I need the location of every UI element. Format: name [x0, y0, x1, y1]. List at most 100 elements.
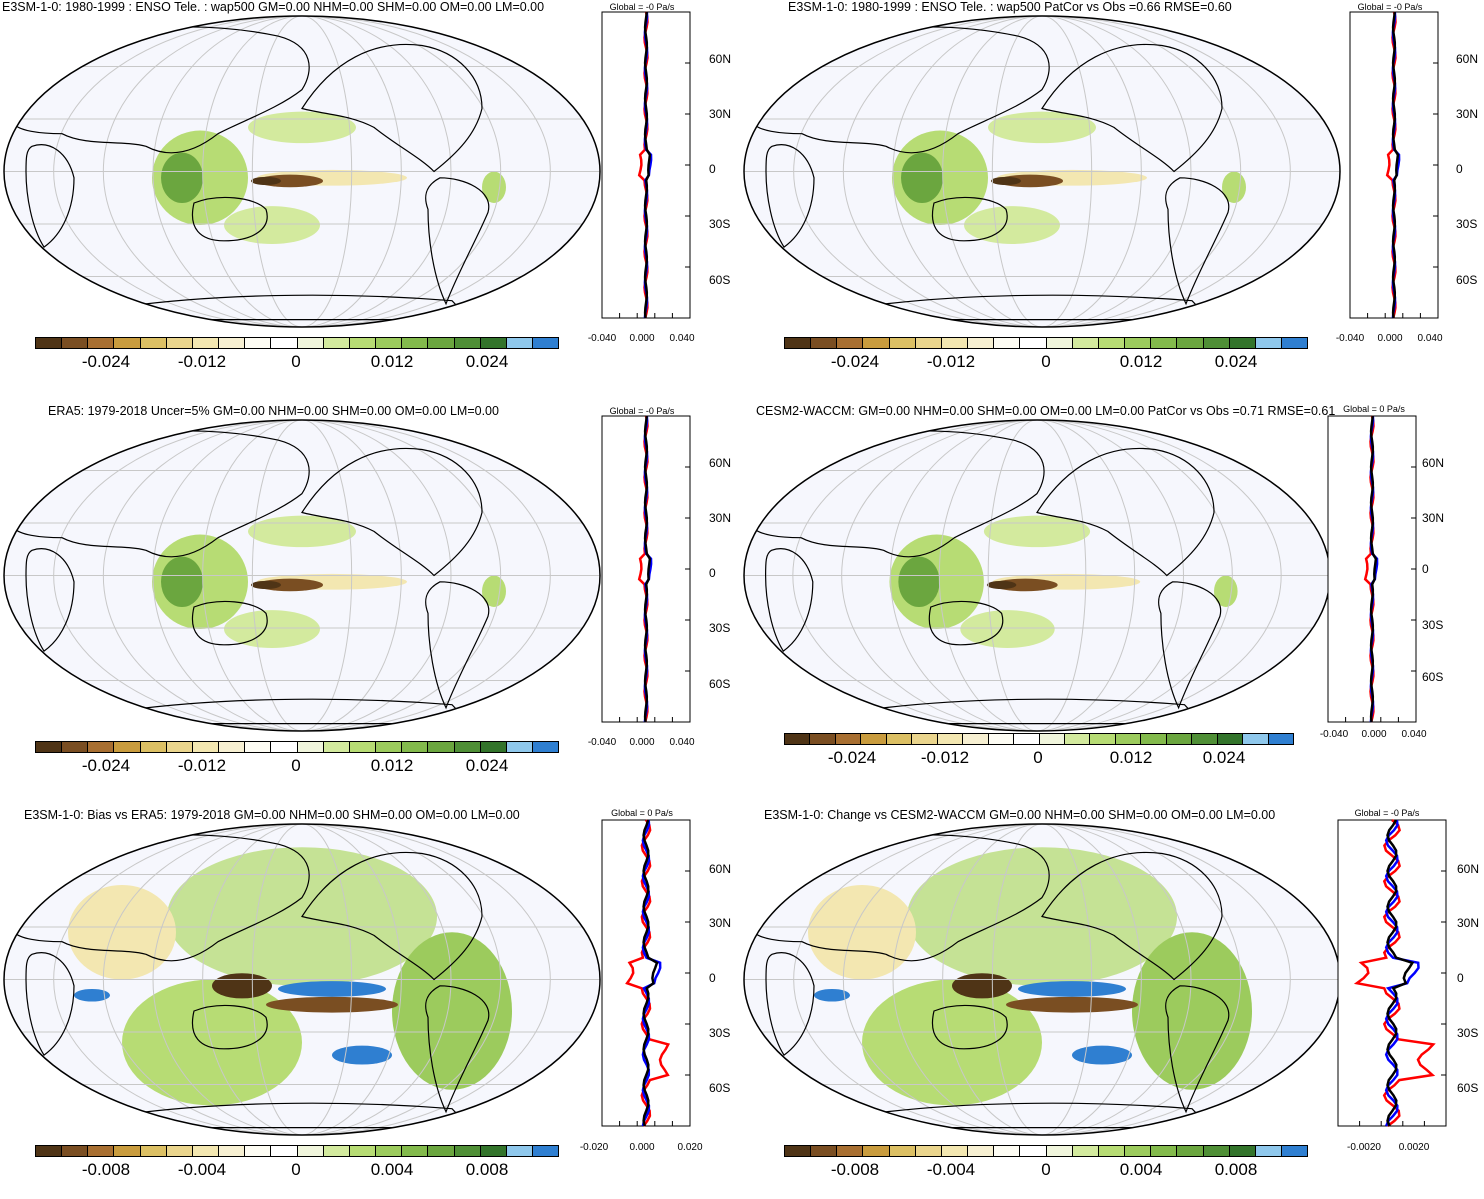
- colorbar-swatch: [323, 742, 350, 752]
- anomaly-contour: [224, 206, 320, 244]
- colorbar-swatch: [140, 338, 167, 348]
- colorbar-swatch: [1072, 338, 1099, 348]
- anomaly-contour: [392, 932, 512, 1090]
- anomaly-contour: [161, 152, 203, 203]
- lat-label: 30S: [709, 1026, 731, 1040]
- lat-label: 30S: [709, 621, 731, 635]
- longitude-gridline: [793, 824, 1291, 1135]
- global-mean-label: Global = 0 Pa/s: [611, 808, 673, 818]
- colorbar-swatch: [785, 734, 811, 744]
- longitude-gridline: [152, 824, 452, 1135]
- colorbar-swatch: [88, 338, 115, 348]
- colorbar-label: -0.024: [81, 352, 131, 371]
- anomaly-contour: [212, 973, 272, 999]
- lat-label: 30N: [709, 511, 732, 525]
- colorbar-label: 0.008: [465, 1160, 509, 1179]
- colorbar-swatch: [1020, 338, 1047, 348]
- colorbar-swatch: [349, 1146, 377, 1156]
- colorbar-swatch: [114, 1146, 141, 1156]
- colorbar-swatch: [994, 338, 1021, 348]
- colorbar-swatch: [166, 1146, 193, 1156]
- colorbar: [35, 337, 559, 349]
- colorbar-swatch: [36, 338, 63, 348]
- coastline: [1041, 851, 1223, 981]
- zonal-mean-line: [643, 415, 652, 723]
- lat-label: 30N: [709, 916, 732, 930]
- longitude-gridline: [991, 824, 1093, 1135]
- anomaly-contour: [122, 979, 302, 1106]
- x-tick-label: 0.040: [669, 737, 695, 748]
- x-tick-label: 0.000: [629, 737, 655, 748]
- coastline: [1041, 43, 1223, 173]
- x-tick-label: 0.000: [1377, 333, 1403, 344]
- panel-title: E3SM-1-0: Change vs CESM2-WACCM GM=0.00 …: [764, 808, 1276, 822]
- coastline: [764, 548, 814, 652]
- colorbar-swatch: [1046, 1146, 1073, 1156]
- colorbar-swatch: [88, 742, 115, 752]
- colorbar-swatch: [988, 734, 1015, 744]
- lat-label: 60N: [1422, 456, 1445, 470]
- longitude-gridline: [202, 824, 402, 1135]
- lat-label: 0: [709, 566, 716, 580]
- coastline: [848, 294, 1212, 321]
- colorbar-label: -0.012: [177, 352, 227, 371]
- colorbar-swatch: [1203, 338, 1230, 348]
- lat-label: 30S: [1422, 618, 1444, 632]
- colorbar-swatch: [1072, 1146, 1099, 1156]
- colorbar-swatch: [1243, 734, 1269, 744]
- colorbar-swatch: [968, 338, 995, 348]
- lat-label: 0: [1457, 971, 1464, 985]
- colorbar-swatch: [1046, 338, 1073, 348]
- colorbar-swatch: [889, 338, 916, 348]
- colorbar-swatch: [785, 1146, 812, 1156]
- colorbar: [784, 1145, 1308, 1157]
- colorbar-swatch: [62, 1146, 89, 1156]
- lat-label: 0: [1422, 562, 1429, 576]
- anomaly-contour: [161, 556, 203, 607]
- colorbar-swatch: [88, 1146, 115, 1156]
- colorbar-label: 0: [1041, 352, 1051, 371]
- colorbar-label: -0.004: [926, 1160, 976, 1179]
- colorbar-swatch: [863, 338, 890, 348]
- coastline: [108, 294, 472, 321]
- colorbar-label: 0.024: [1214, 352, 1258, 371]
- colorbar-label: 0.012: [1109, 748, 1153, 767]
- colorbar-label: 0: [1041, 1160, 1051, 1179]
- lat-label: 30N: [1456, 107, 1479, 121]
- colorbar-swatch: [323, 1146, 350, 1156]
- colorbar-swatch: [1255, 1146, 1282, 1156]
- coastline: [301, 447, 483, 577]
- zonal-mean-profile: [601, 819, 691, 1127]
- anomaly-contour: [991, 176, 1021, 186]
- coastline: [765, 952, 815, 1056]
- colorbar-swatch: [506, 1146, 533, 1156]
- colorbar-swatch: [532, 1146, 559, 1156]
- colorbar-label: 0.024: [1202, 748, 1246, 767]
- x-tick-label: -0.040: [1319, 729, 1349, 740]
- colorbar-swatch: [1014, 734, 1040, 744]
- colorbar-swatch: [889, 1146, 916, 1156]
- anomaly-contour: [251, 580, 281, 590]
- colorbar-swatch: [323, 338, 350, 348]
- colorbar-swatch: [114, 338, 141, 348]
- longitude-gridline: [892, 824, 1192, 1135]
- panel-title: E3SM-1-0: 1980-1999 : ENSO Tele. : wap50…: [788, 0, 1232, 14]
- anomaly-contour: [224, 610, 320, 648]
- colorbar-swatch: [1192, 734, 1218, 744]
- anomaly-contour: [814, 988, 850, 1002]
- zonal-mean-line: [1353, 819, 1436, 1127]
- colorbar-swatch: [454, 1146, 481, 1156]
- colorbar-swatch: [1064, 734, 1091, 744]
- colorbar-swatch: [810, 734, 836, 744]
- lat-label: 0: [709, 162, 716, 176]
- coastline: [192, 1004, 268, 1050]
- longitude-gridline: [842, 16, 1242, 327]
- lat-label: 0: [709, 971, 716, 985]
- coastline: [1157, 581, 1222, 710]
- colorbar-swatch: [915, 338, 942, 348]
- world-map: [743, 419, 1331, 732]
- colorbar-swatch: [1020, 1146, 1047, 1156]
- lat-label: 30N: [709, 107, 732, 121]
- colorbar-swatch: [1125, 338, 1152, 348]
- colorbar-swatch: [297, 338, 324, 348]
